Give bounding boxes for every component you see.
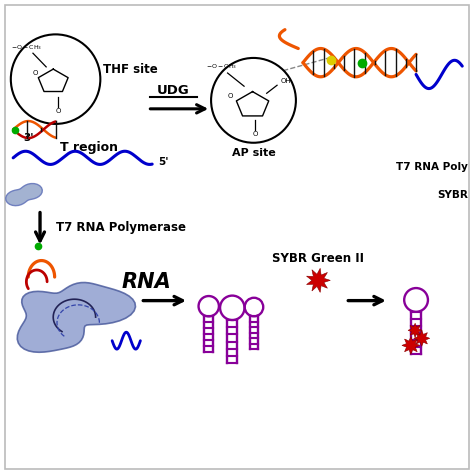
Text: O: O — [227, 92, 233, 99]
Text: AP site: AP site — [232, 148, 275, 158]
Circle shape — [211, 58, 296, 143]
Text: T7 RNA Polymerase: T7 RNA Polymerase — [55, 221, 186, 234]
Text: O: O — [55, 108, 61, 114]
Text: 3': 3' — [24, 133, 34, 143]
Text: $\mathregular{-O-CH_3}$: $\mathregular{-O-CH_3}$ — [206, 62, 237, 71]
Text: T7 RNA Poly: T7 RNA Poly — [396, 162, 468, 172]
Polygon shape — [402, 337, 420, 355]
Text: OH: OH — [281, 78, 292, 83]
Text: SYBR: SYBR — [437, 190, 468, 200]
Circle shape — [11, 35, 100, 124]
Polygon shape — [307, 268, 330, 292]
Polygon shape — [17, 283, 136, 352]
Polygon shape — [408, 323, 422, 337]
Text: $\mathregular{-O-CH_3}$: $\mathregular{-O-CH_3}$ — [11, 43, 42, 52]
Text: O: O — [253, 131, 258, 137]
Text: SYBR Green II: SYBR Green II — [272, 252, 364, 264]
Text: O: O — [32, 71, 37, 76]
Polygon shape — [414, 330, 430, 346]
Polygon shape — [6, 183, 42, 206]
Text: THF site: THF site — [103, 63, 157, 76]
Text: UDG: UDG — [157, 84, 190, 98]
Text: RNA: RNA — [121, 272, 171, 292]
Text: T region: T region — [60, 141, 118, 154]
Text: 5': 5' — [158, 156, 168, 166]
